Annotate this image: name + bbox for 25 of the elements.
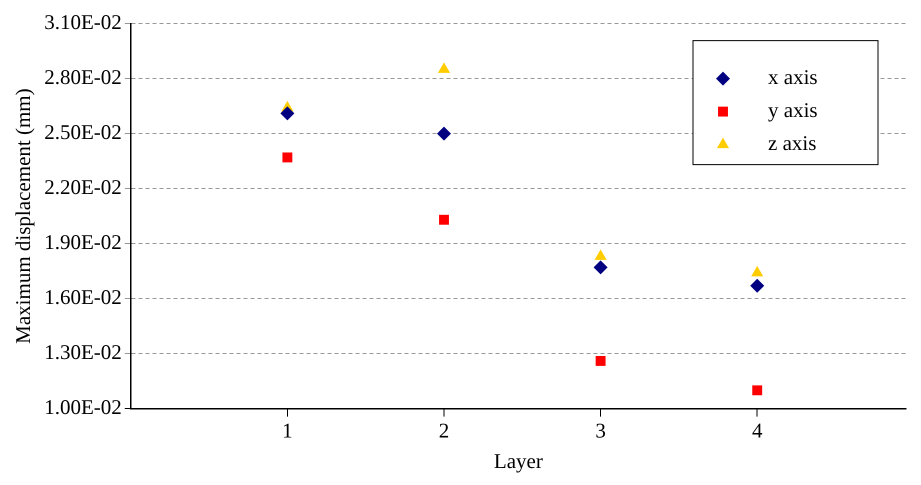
- y-tick-label: 1.00E-02: [44, 395, 122, 420]
- y-tick-label: 1.30E-02: [44, 340, 122, 364]
- y-tick-label: 1.60E-02: [44, 285, 122, 310]
- y-tick-label: 2.20E-02: [44, 175, 122, 200]
- point: [594, 260, 608, 274]
- y-axis-title: Maximum displacement (mm): [11, 88, 36, 344]
- x-tick-label: 2: [438, 418, 450, 443]
- point: [280, 106, 294, 120]
- legend-label: y axis: [768, 98, 818, 122]
- y-tick-label: 1.90E-02: [44, 230, 122, 254]
- x-axis-title: Layer: [494, 448, 543, 473]
- point: [752, 385, 762, 396]
- y-tick-label: 3.10E-02: [44, 10, 122, 34]
- point: [750, 278, 764, 293]
- x-tick-label: 4: [752, 418, 763, 443]
- point: [282, 152, 292, 162]
- y-tick-label: 2.50E-02: [44, 120, 122, 144]
- legend-label: z axis: [768, 131, 816, 156]
- point: [439, 214, 449, 225]
- x-tick-label: 1: [282, 418, 293, 443]
- point: [436, 126, 451, 141]
- y-tick-label: 2.80E-02: [44, 65, 122, 90]
- point: [596, 356, 606, 366]
- x-tick-label: 3: [595, 418, 606, 443]
- legend-label: x axis: [768, 65, 818, 90]
